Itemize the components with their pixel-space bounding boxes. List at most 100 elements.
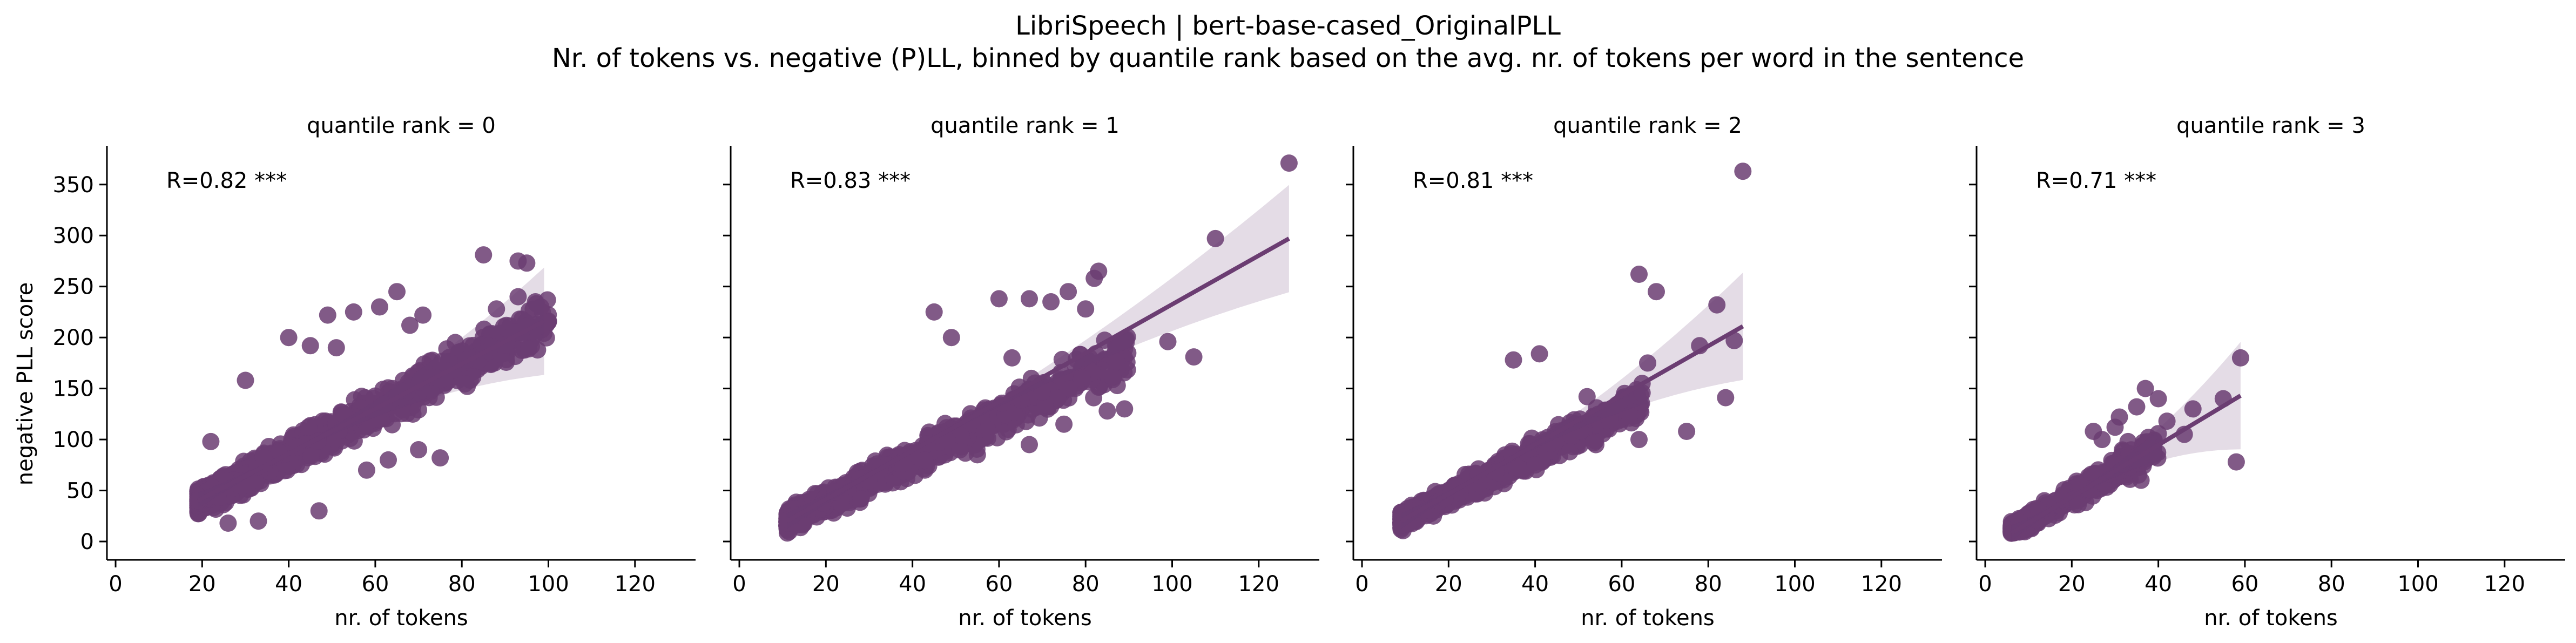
data-point: [431, 449, 449, 467]
data-point: [2085, 423, 2102, 440]
data-point: [2227, 453, 2245, 471]
x-tick-label: 20: [2058, 572, 2086, 597]
data-point: [249, 512, 267, 530]
data-point: [852, 490, 869, 508]
x-tick-label: 20: [812, 572, 840, 597]
correlation-annotation: R=0.82 ***: [166, 168, 287, 193]
data-point: [202, 432, 220, 450]
data-point: [1630, 431, 1648, 449]
x-tick-label: 60: [361, 572, 389, 597]
x-tick-label: 120: [615, 572, 656, 597]
data-point: [1055, 415, 1073, 433]
y-tick-label: 200: [53, 326, 94, 350]
x-tick-label: 80: [1072, 572, 1100, 597]
data-point: [1206, 229, 1224, 247]
regression-line: [786, 236, 1290, 523]
x-tick-label: 0: [1978, 572, 1992, 597]
y-axis-label: negative PLL score: [13, 282, 38, 486]
panel-quantile-1: quantile rank = 1 0 20 40 60 80 100 120 nr. of t…: [723, 113, 1319, 631]
data-point: [414, 306, 432, 324]
data-point: [393, 405, 410, 423]
x-axis-label: nr. of tokens: [334, 606, 468, 631]
panel-quantile-3: quantile rank = 3 0 20 40 60 80 100 120 nr. of t…: [1969, 113, 2565, 631]
data-point: [1717, 389, 1735, 407]
x-tick-label: 120: [1238, 572, 1279, 597]
y-tick-label: 50: [66, 479, 94, 504]
panel-quantile-2: quantile rank = 2 0 20 40 60 80 100 120 nr. of t…: [1346, 113, 1942, 631]
data-point: [310, 502, 328, 520]
data-point: [280, 329, 298, 347]
data-point: [410, 441, 428, 458]
data-point: [1116, 400, 1134, 418]
data-point: [300, 418, 318, 436]
data-point: [951, 441, 969, 459]
data-point: [1003, 349, 1021, 367]
data-point: [1639, 354, 1656, 372]
data-point: [916, 451, 934, 469]
x-tick-label: 100: [528, 572, 569, 597]
data-point: [1159, 333, 1177, 350]
data-point: [1578, 388, 1596, 405]
data-point: [1572, 422, 1589, 440]
regression-line: [197, 319, 545, 503]
data-point: [1033, 383, 1051, 401]
figure-title-line-1: LibriSpeech | bert-base-cased_OriginalPL…: [1015, 11, 1561, 41]
panel-title: quantile rank = 3: [2176, 113, 2365, 138]
data-point: [369, 410, 387, 428]
data-point: [1648, 283, 1665, 301]
data-point: [2128, 398, 2146, 416]
data-point: [1526, 456, 1544, 474]
data-point: [1108, 353, 1125, 370]
data-point: [1678, 423, 1696, 440]
data-point: [2132, 471, 2150, 489]
figure-title-line-2: Nr. of tokens vs. negative (P)LL, binned…: [552, 43, 2024, 73]
data-point: [2231, 349, 2249, 367]
x-tick-label: 0: [1355, 572, 1368, 597]
data-point: [327, 339, 345, 357]
data-point: [302, 447, 320, 465]
data-point: [1085, 389, 1103, 407]
data-point: [1077, 300, 1095, 318]
data-point: [2106, 418, 2124, 436]
data-point: [1098, 402, 1116, 420]
x-tick-label: 80: [2318, 572, 2345, 597]
y-tick-label: 0: [80, 530, 94, 554]
data-point: [1021, 436, 1038, 454]
data-point: [2184, 400, 2202, 418]
x-tick-label: 40: [2145, 572, 2172, 597]
y-tick-label: 100: [53, 428, 94, 452]
data-point: [518, 254, 536, 272]
data-point: [219, 515, 237, 532]
data-point: [1601, 411, 1619, 429]
x-tick-label: 120: [1861, 572, 1902, 597]
x-tick-label: 60: [985, 572, 1013, 597]
data-point: [1734, 163, 1752, 180]
data-point: [2136, 380, 2154, 397]
data-point: [345, 303, 362, 321]
y-tick-label: 250: [53, 275, 94, 300]
data-point: [380, 451, 397, 469]
panel-title: quantile rank = 0: [307, 113, 496, 138]
x-tick-label: 60: [1608, 572, 1635, 597]
data-point: [2138, 433, 2156, 451]
data-point: [1505, 351, 1522, 369]
x-tick-label: 60: [2231, 572, 2258, 597]
data-point: [1585, 434, 1603, 452]
data-point: [968, 446, 986, 464]
data-point: [2119, 432, 2137, 450]
x-tick-label: 120: [2484, 572, 2525, 597]
x-axis-label: nr. of tokens: [2204, 606, 2338, 631]
x-tick-label: 0: [109, 572, 122, 597]
data-point: [1042, 293, 1060, 310]
y-tick-label: 150: [53, 377, 94, 402]
data-point: [1530, 345, 1548, 363]
x-tick-label: 80: [1695, 572, 1722, 597]
data-point: [2069, 496, 2087, 513]
data-point: [925, 303, 943, 321]
data-point: [1085, 269, 1103, 287]
y-tick-label: 350: [53, 173, 94, 198]
data-point: [1708, 296, 1726, 314]
panel-quantile-0: quantile rank = 0 0 20 40 60 80 100 120 0 50 100 15…: [53, 113, 696, 631]
data-point: [527, 293, 544, 310]
